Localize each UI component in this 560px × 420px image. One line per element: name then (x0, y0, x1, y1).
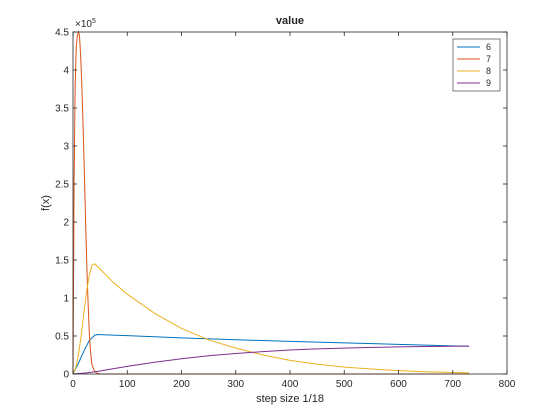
x-tick-label: 700 (444, 379, 461, 390)
series-line-6 (72, 333, 470, 375)
x-axis-label: step size 1/18 (256, 393, 324, 405)
y-tick-label: 3 (63, 142, 69, 153)
x-tick-label: 400 (282, 379, 299, 390)
y-tick-label: 0 (63, 370, 69, 381)
y-axis-label: f(x) (40, 195, 52, 211)
y-tick-label: 4 (63, 66, 69, 77)
series-line-8 (72, 263, 470, 375)
y-axis-exponent-base: ×10 (75, 19, 92, 30)
legend-label-6: 6 (486, 42, 491, 52)
x-tick-label: 0 (70, 379, 76, 390)
plot-area (73, 32, 507, 374)
y-tick-label: 2.5 (55, 180, 69, 191)
ticks-layer: 0 100 200 300 400 500 600 700 800 0 0.5 1 1.5 2 2.5 3 3.… (55, 28, 516, 391)
y-tick-label: 1 (63, 294, 69, 305)
y-tick-label: 0.5 (55, 332, 69, 343)
legend-label-8: 8 (486, 66, 491, 76)
legend: 6 7 8 9 (452, 38, 501, 92)
y-tick-label: 4.5 (55, 28, 69, 39)
x-tick-label: 100 (119, 379, 136, 390)
chart-title: value (276, 15, 304, 27)
y-tick-label: 1.5 (55, 256, 69, 267)
y-axis-exponent: ×105 (75, 18, 96, 30)
legend-label-7: 7 (486, 54, 491, 64)
y-tick-label: 2 (63, 218, 69, 229)
x-tick-label: 300 (227, 379, 244, 390)
x-tick-label: 500 (336, 379, 353, 390)
x-tick-label: 800 (499, 379, 516, 390)
series-line-9 (72, 345, 470, 375)
legend-box (452, 38, 501, 92)
legend-label-9: 9 (486, 78, 491, 88)
y-tick-label: 3.5 (55, 104, 69, 115)
x-tick-label: 200 (173, 379, 190, 390)
y-axis-exponent-power: 5 (92, 18, 96, 25)
x-tick-label: 600 (390, 379, 407, 390)
